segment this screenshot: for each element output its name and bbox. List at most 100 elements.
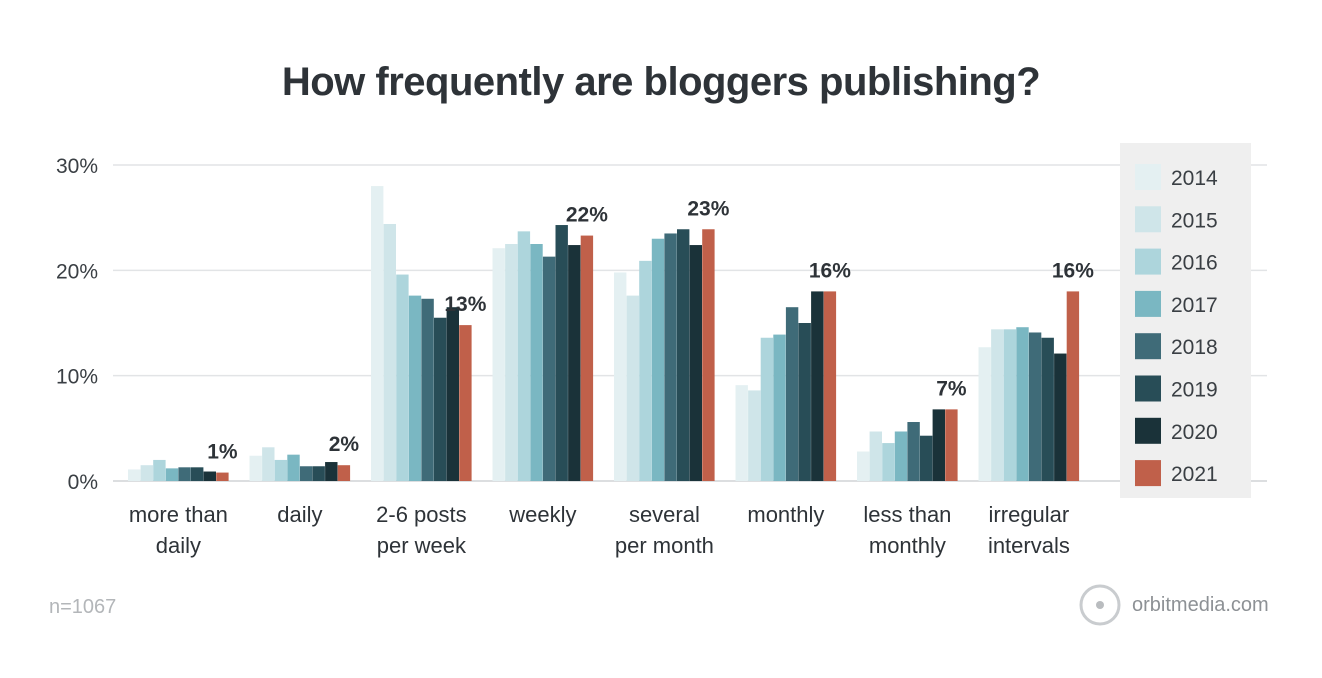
x-category-label: 2-6 posts per week [376, 502, 467, 558]
bar-2018 [785, 307, 799, 481]
legend-label: 2019 [1171, 379, 1218, 402]
legend-label: 2015 [1171, 209, 1218, 232]
legend-swatch [1135, 417, 1161, 444]
bar-2021 [945, 409, 958, 481]
data-label: 16% [1052, 259, 1094, 282]
bars [128, 186, 1080, 482]
bar-2021 [580, 235, 594, 481]
y-tick-label: 0% [68, 471, 98, 494]
data-labels: 1% 2% 13% 22% 23% 16% 7% 16% [207, 197, 1094, 463]
bar-2018 [421, 298, 434, 481]
legend-label: 2020 [1171, 421, 1218, 444]
data-label: 16% [809, 259, 851, 282]
bar-2014 [735, 385, 748, 481]
x-category-label: weekly [508, 502, 576, 527]
legend-swatch [1135, 248, 1161, 275]
data-label: 13% [444, 293, 486, 316]
legend-label: 2021 [1171, 463, 1218, 486]
legend-box [1120, 143, 1251, 498]
bar-2017 [530, 244, 543, 481]
bar-2021 [216, 472, 229, 481]
bar-2014 [978, 347, 991, 481]
legend-swatch [1135, 206, 1161, 233]
bar-2015 [140, 465, 153, 481]
bar-2018 [907, 422, 920, 481]
bar-2015 [869, 431, 882, 481]
bar-2014 [857, 451, 870, 481]
bar-2020 [568, 245, 581, 481]
x-category-label: irregular intervals [988, 502, 1070, 558]
bar-2018 [542, 256, 556, 481]
y-tick-label: 30% [56, 155, 98, 178]
bar-2019 [434, 317, 447, 481]
legend-label: 2017 [1171, 294, 1218, 317]
bar-2016 [517, 231, 531, 481]
bar-2020 [689, 245, 702, 481]
bar-2019 [1041, 337, 1054, 481]
bar-2016 [396, 274, 409, 481]
bar-2016 [639, 260, 652, 481]
bar-2017 [894, 431, 908, 481]
legend: 2014 2015 2016 2017 2018 2019 2020 2021 [1120, 143, 1251, 498]
bar-2021 [1066, 291, 1080, 481]
bar-2020 [1054, 353, 1067, 481]
bar-2015 [505, 244, 518, 481]
bar-2018 [664, 233, 677, 481]
bar-2015 [991, 329, 1004, 481]
x-category-label: more than daily [129, 502, 228, 558]
bar-2017 [773, 334, 786, 481]
bar-2021 [702, 229, 715, 481]
bar-2015 [262, 447, 275, 481]
orbit-circle-icon [1078, 583, 1122, 627]
data-label: 22% [566, 204, 608, 227]
bar-2019 [312, 466, 325, 481]
legend-swatch [1135, 333, 1161, 360]
bar-2020 [446, 307, 459, 481]
legend-swatch [1135, 290, 1161, 317]
brand-mark: orbitmedia.com [1078, 580, 1269, 630]
x-category-label: several per month [615, 502, 714, 558]
bar-2014 [614, 272, 627, 481]
legend-swatch [1135, 460, 1161, 487]
bar-2019 [920, 435, 933, 481]
bar-2015 [383, 223, 396, 481]
bar-2020 [811, 291, 824, 481]
bar-2021 [459, 325, 472, 481]
x-category-label: monthly [747, 502, 824, 527]
bar-2015 [748, 390, 761, 481]
legend-swatch [1135, 164, 1161, 190]
bar-2015 [626, 295, 639, 481]
bar-2019 [555, 225, 568, 481]
bar-2020 [932, 409, 945, 481]
y-axis-ticks: 0% 10% 20% 30% [56, 155, 98, 494]
chart-title: How frequently are bloggers publishing? [281, 60, 1041, 104]
bar-2017 [165, 468, 179, 481]
data-label: 23% [687, 197, 729, 220]
bar-2021 [823, 291, 837, 481]
bar-2014 [492, 248, 505, 481]
brand-name: orbitmedia.com [1132, 593, 1269, 616]
legend-label: 2014 [1171, 167, 1218, 190]
y-tick-label: 20% [56, 260, 98, 283]
data-label: 2% [329, 433, 360, 456]
bar-2018 [1028, 332, 1042, 481]
bar-2020 [325, 462, 338, 481]
bar-2019 [191, 467, 204, 481]
bar-2017 [651, 238, 665, 481]
data-label: 1% [207, 441, 238, 464]
legend-label: 2016 [1171, 252, 1218, 275]
bar-2019 [677, 229, 690, 481]
x-category-label: daily [277, 502, 322, 527]
data-label: 7% [936, 377, 967, 400]
x-axis-categories: more than daily daily 2-6 posts per week week… [129, 502, 1070, 558]
bar-2018 [178, 467, 191, 481]
bar-2020 [203, 471, 216, 481]
bar-2014 [128, 469, 141, 481]
bar-2018 [299, 466, 313, 481]
x-category-label: less than monthly [863, 502, 951, 558]
legend-label: 2018 [1171, 336, 1218, 359]
bar-2017 [408, 295, 422, 481]
legend-swatch [1135, 375, 1161, 402]
bar-2016 [274, 459, 288, 481]
y-tick-label: 10% [56, 366, 98, 389]
